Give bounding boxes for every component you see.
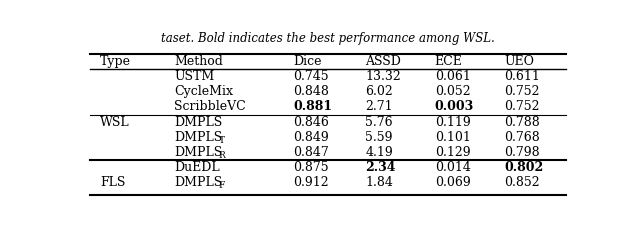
Text: DuEDL: DuEDL (174, 161, 220, 174)
Text: 0.849: 0.849 (293, 131, 329, 144)
Text: DMPLS: DMPLS (174, 176, 223, 189)
Text: 5.59: 5.59 (365, 131, 393, 144)
Text: FLS: FLS (100, 176, 125, 189)
Text: 0.848: 0.848 (293, 85, 329, 98)
Text: 0.847: 0.847 (293, 146, 329, 159)
Text: DMPLS: DMPLS (174, 146, 223, 159)
Text: Dice: Dice (293, 55, 322, 68)
Text: 0.752: 0.752 (504, 101, 540, 113)
Text: 0.798: 0.798 (504, 146, 540, 159)
Text: 13.32: 13.32 (365, 70, 401, 83)
Text: WSL: WSL (100, 116, 129, 129)
Text: 0.846: 0.846 (293, 116, 329, 129)
Text: DMPLS: DMPLS (174, 116, 223, 129)
Text: DMPLS: DMPLS (174, 131, 223, 144)
Text: R: R (219, 151, 226, 160)
Text: 4.19: 4.19 (365, 146, 393, 159)
Text: 0.129: 0.129 (435, 146, 470, 159)
Text: 0.003: 0.003 (435, 101, 474, 113)
Text: T: T (219, 136, 225, 145)
Text: 0.881: 0.881 (293, 101, 332, 113)
Text: 0.101: 0.101 (435, 131, 470, 144)
Text: ScribbleVC: ScribbleVC (174, 101, 246, 113)
Text: F: F (219, 181, 225, 190)
Text: 6.02: 6.02 (365, 85, 393, 98)
Text: 0.802: 0.802 (504, 161, 543, 174)
Text: 0.119: 0.119 (435, 116, 470, 129)
Text: USTM: USTM (174, 70, 214, 83)
Text: 0.788: 0.788 (504, 116, 540, 129)
Text: Method: Method (174, 55, 223, 68)
Text: 0.745: 0.745 (293, 70, 329, 83)
Text: 0.912: 0.912 (293, 176, 329, 189)
Text: 2.34: 2.34 (365, 161, 396, 174)
Text: 0.852: 0.852 (504, 176, 540, 189)
Text: 2.71: 2.71 (365, 101, 393, 113)
Text: 0.611: 0.611 (504, 70, 540, 83)
Text: UEO: UEO (504, 55, 534, 68)
Text: 1.84: 1.84 (365, 176, 393, 189)
Text: 0.768: 0.768 (504, 131, 540, 144)
Text: 0.752: 0.752 (504, 85, 540, 98)
Text: 0.875: 0.875 (293, 161, 329, 174)
Text: 5.76: 5.76 (365, 116, 393, 129)
Text: Type: Type (100, 55, 131, 68)
Text: 0.014: 0.014 (435, 161, 470, 174)
Text: 0.069: 0.069 (435, 176, 470, 189)
Text: CycleMix: CycleMix (174, 85, 233, 98)
Text: taset. Bold indicates the best performance among WSL.: taset. Bold indicates the best performan… (161, 32, 495, 45)
Text: 0.061: 0.061 (435, 70, 470, 83)
Text: 0.052: 0.052 (435, 85, 470, 98)
Text: ECE: ECE (435, 55, 463, 68)
Text: ASSD: ASSD (365, 55, 401, 68)
